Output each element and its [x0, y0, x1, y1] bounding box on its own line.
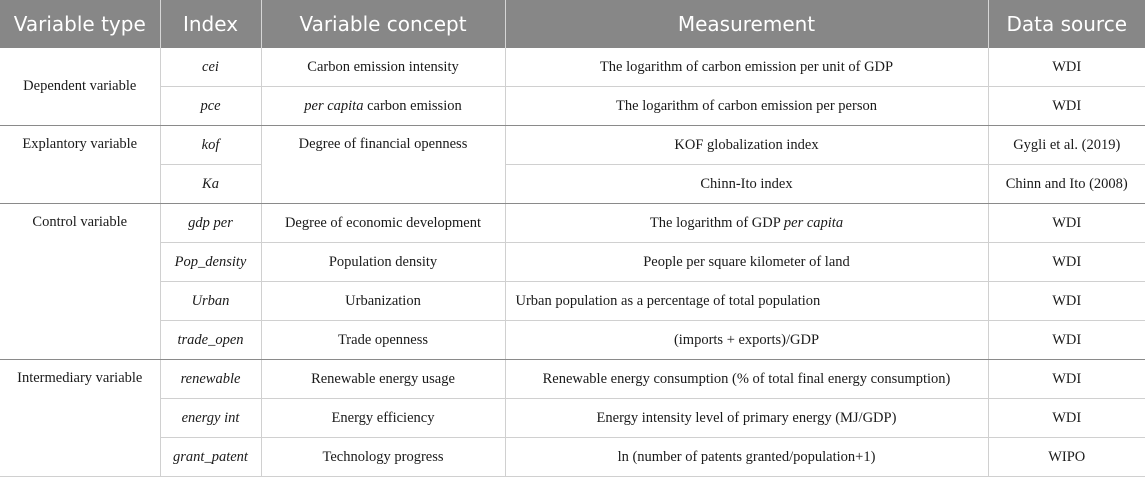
- header-data-source: Data source: [988, 0, 1145, 48]
- measurement-cell: (imports + exports)/GDP: [505, 320, 989, 360]
- table-row: Ka Chinn-Ito index Chinn and Ito (2008): [0, 164, 1145, 204]
- measurement-cell: Renewable energy consumption (% of total…: [505, 359, 989, 399]
- table-row: trade_open Trade openness (imports + exp…: [0, 320, 1145, 360]
- measurement-emphasis: per capita: [783, 214, 844, 231]
- index-cell: pce: [160, 86, 262, 126]
- measurement-cell: KOF globalization index: [505, 125, 989, 165]
- header-row: Variable type Index Variable concept Mea…: [0, 0, 1145, 48]
- index-cell: Urban: [160, 281, 262, 321]
- index-cell: renewable: [160, 359, 262, 399]
- concept-cell: Trade openness: [261, 320, 506, 360]
- table-row: energy int Energy efficiency Energy inte…: [0, 398, 1145, 438]
- measurement-cell: Urban population as a percentage of tota…: [505, 281, 989, 321]
- source-cell: WDI: [988, 398, 1145, 438]
- header-measurement: Measurement: [505, 0, 989, 48]
- measurement-cell: The logarithm of carbon emission per per…: [505, 86, 989, 126]
- measurement-cell: ln (number of patents granted/population…: [505, 437, 989, 477]
- header-variable-type: Variable type: [0, 0, 161, 48]
- index-cell: gdp per: [160, 203, 262, 243]
- index-cell: cei: [160, 48, 262, 87]
- source-cell: Gygli et al. (2019): [988, 125, 1145, 165]
- group-label-dependent: Dependent variable: [0, 48, 161, 126]
- source-cell: WDI: [988, 86, 1145, 126]
- concept-cell: Degree of financial openness: [261, 125, 506, 204]
- measurement-cell: Energy intensity level of primary energy…: [505, 398, 989, 438]
- concept-cell: Urbanization: [261, 281, 506, 321]
- table-row: Pop_density Population density People pe…: [0, 242, 1145, 282]
- concept-cell: Population density: [261, 242, 506, 282]
- table-row: Intermediary variable renewable Renewabl…: [0, 359, 1145, 477]
- source-cell: WIPO: [988, 437, 1145, 477]
- group-label-control: Control variable: [0, 203, 161, 360]
- header-variable-concept: Variable concept: [261, 0, 506, 48]
- concept-emphasis: per capita: [304, 97, 364, 114]
- table-row: Dependent variable cei Carbon emission i…: [0, 48, 1145, 126]
- source-cell: WDI: [988, 320, 1145, 360]
- table-row: Control variable gdp per Degree of econo…: [0, 203, 1145, 360]
- table-row: Urban Urbanization Urban population as a…: [0, 281, 1145, 321]
- group-label-intermediary: Intermediary variable: [0, 359, 161, 477]
- index-cell: kof: [160, 125, 262, 165]
- measurement-text: The logarithm of GDP: [649, 214, 784, 231]
- table-row: Explantory variable kof Degree of financ…: [0, 125, 1145, 204]
- concept-cell: Technology progress: [261, 437, 506, 477]
- source-cell: WDI: [988, 48, 1145, 87]
- measurement-cell: People per square kilometer of land: [505, 242, 989, 282]
- concept-cell: Carbon emission intensity: [261, 48, 506, 87]
- source-cell: Chinn and Ito (2008): [988, 164, 1145, 204]
- measurement-cell: The logarithm of GDP per capita: [505, 203, 989, 243]
- concept-rest: carbon emission: [363, 97, 462, 114]
- concept-cell: Renewable energy usage: [261, 359, 506, 399]
- group-label-explanatory: Explantory variable: [0, 125, 161, 204]
- concept-cell: Degree of economic development: [261, 203, 506, 243]
- measurement-cell: Chinn-Ito index: [505, 164, 989, 204]
- measurement-cell: The logarithm of carbon emission per uni…: [505, 48, 989, 87]
- index-cell: energy int: [160, 398, 262, 438]
- index-cell: Ka: [160, 164, 262, 204]
- source-cell: WDI: [988, 359, 1145, 399]
- header-index: Index: [160, 0, 262, 48]
- index-cell: grant_patent: [160, 437, 262, 477]
- source-cell: WDI: [988, 242, 1145, 282]
- index-cell: trade_open: [160, 320, 262, 360]
- table-row: grant_patent Technology progress ln (num…: [0, 437, 1145, 477]
- concept-cell: per capita carbon emission: [261, 86, 506, 126]
- table-row: pce per capita carbon emission The logar…: [0, 86, 1145, 126]
- source-cell: WDI: [988, 203, 1145, 243]
- index-cell: Pop_density: [160, 242, 262, 282]
- concept-cell: Energy efficiency: [261, 398, 506, 438]
- source-cell: WDI: [988, 281, 1145, 321]
